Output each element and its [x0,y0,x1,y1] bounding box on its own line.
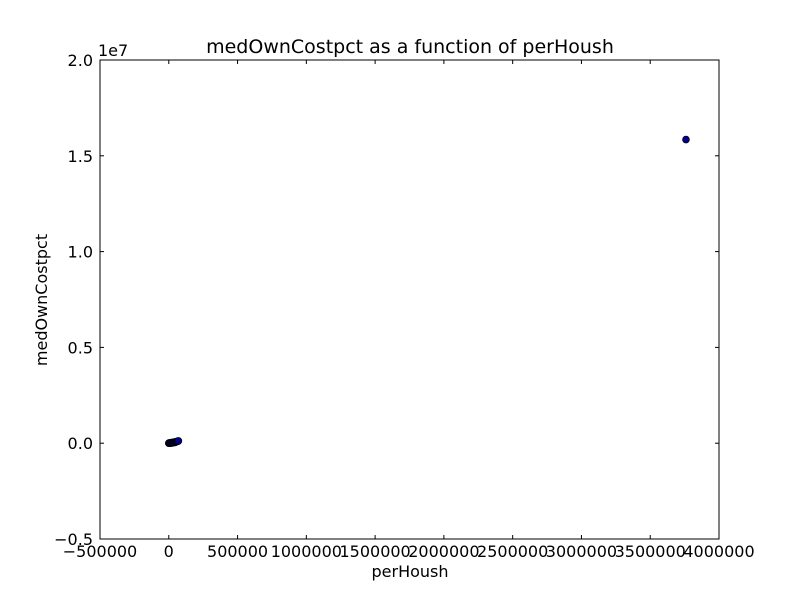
y-tick-label: 1.5 [68,147,93,166]
x-tick-label: 1000000 [271,542,342,561]
x-tick-label: −500000 [63,542,137,561]
y-tick-label: 0.0 [68,434,93,453]
x-tick-label: 2500000 [477,542,548,561]
x-tick-label: 2000000 [408,542,479,561]
y-tick-label: 2.0 [68,51,93,70]
y-tick-label: 1.0 [68,243,93,262]
x-tick-label: 3500000 [615,542,686,561]
scatter-point [682,135,690,144]
y-axis-ticks: −0.5 0.0 0.5 1.0 1.5 2.0 [54,51,719,549]
y-axis-label: medOwnCostpct [32,234,51,366]
scatter-point [174,437,183,445]
x-tick-label: 0 [164,542,174,561]
y-tick-label: 0.5 [68,338,93,357]
x-tick-label: 500000 [207,542,268,561]
data-points [164,135,690,448]
y-tick-label: −0.5 [54,530,93,549]
y-offset-label: 1e7 [98,41,128,60]
x-axis-ticks: −500000 0 500000 10000001500000200000025000… [63,60,755,561]
x-tick-label: 3000000 [546,542,617,561]
plot-area [99,59,720,540]
x-tick-label: 4000000 [683,542,754,561]
x-tick-label: 1500000 [339,542,410,561]
x-axis-label: perHoush [371,562,448,581]
chart-title: medOwnCostpct as a function of perHoush [206,36,614,58]
